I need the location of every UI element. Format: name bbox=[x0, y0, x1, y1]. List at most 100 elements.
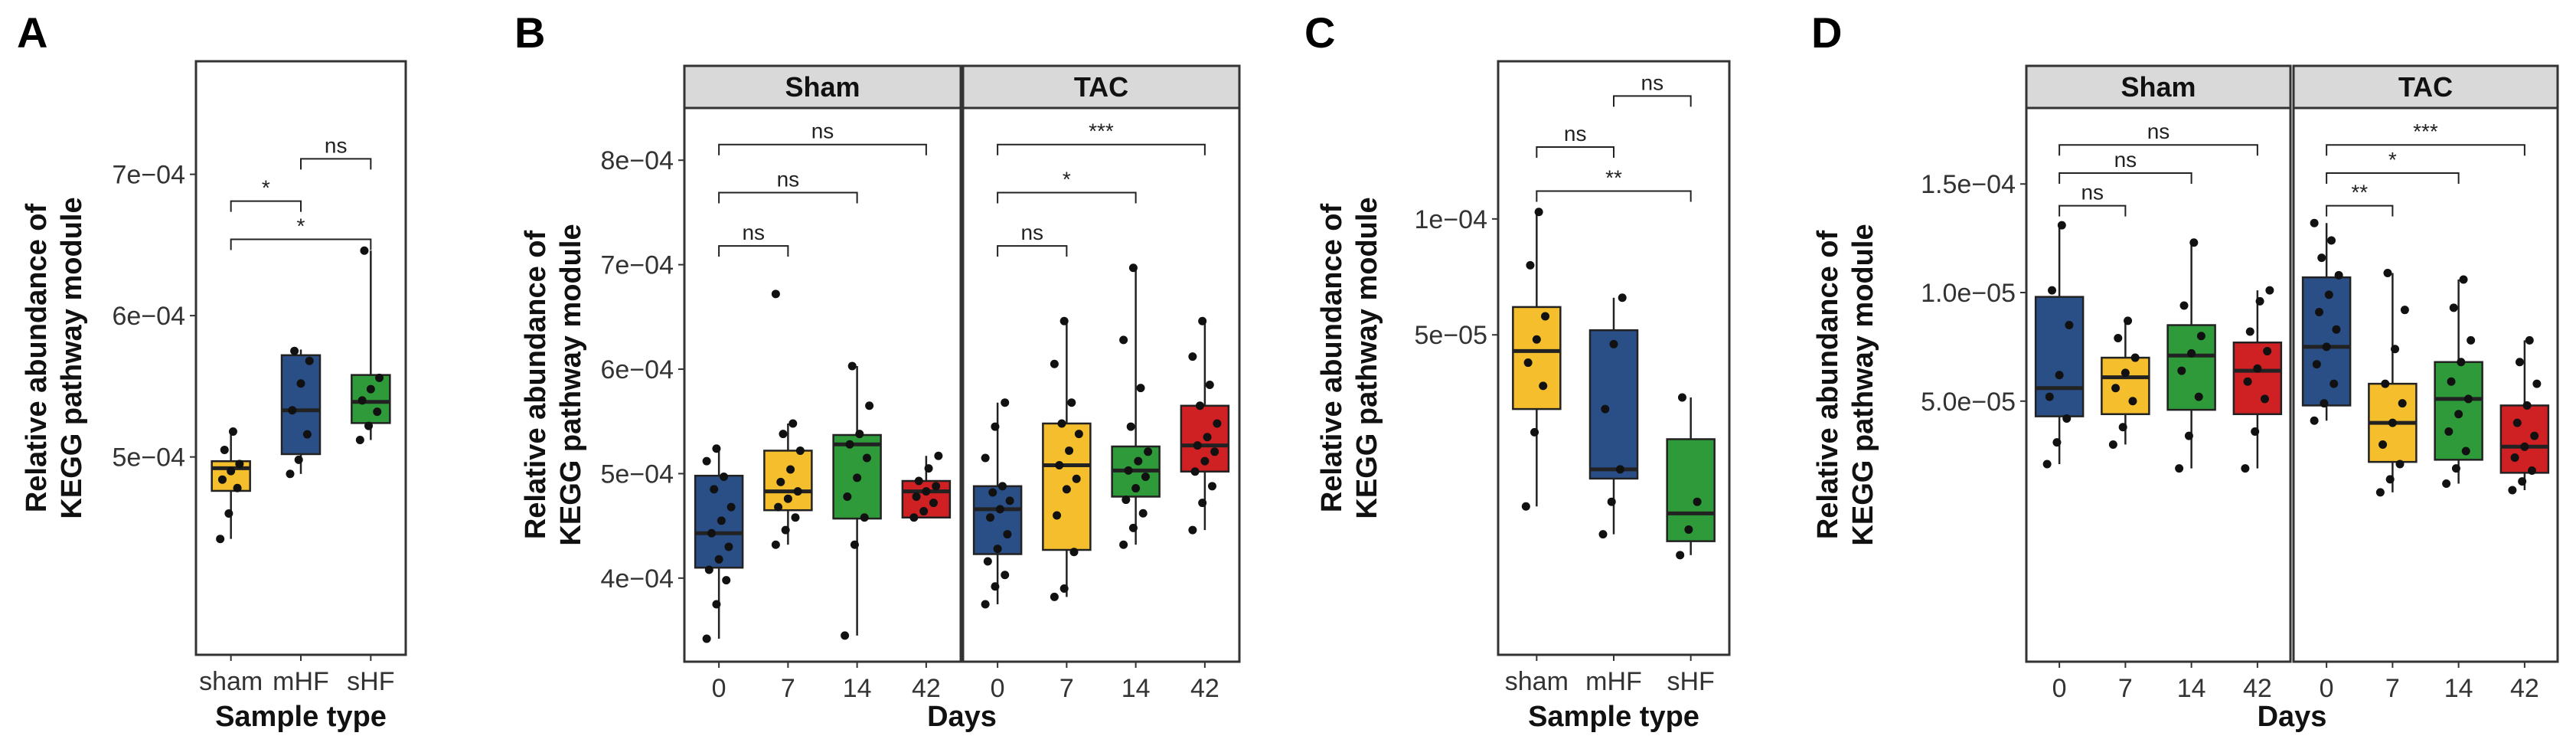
box-red bbox=[901, 451, 952, 522]
data-point bbox=[1539, 381, 1548, 391]
significance-label: ** bbox=[2351, 181, 2368, 204]
x-tick-label: 42 bbox=[1190, 674, 1219, 703]
data-point bbox=[2124, 316, 2133, 325]
x-tick-label: sham bbox=[199, 667, 263, 696]
data-point bbox=[286, 469, 295, 479]
box-iqr bbox=[280, 354, 322, 456]
data-point bbox=[2310, 218, 2319, 227]
box-yellow bbox=[2101, 316, 2150, 449]
data-point bbox=[2241, 464, 2250, 473]
data-point bbox=[2055, 371, 2064, 380]
plot-border bbox=[2025, 106, 2292, 663]
box-green bbox=[351, 246, 391, 445]
data-point bbox=[1207, 482, 1216, 491]
significance-bracket bbox=[718, 245, 789, 257]
panel-a: A Relative abundance of KEGG pathway modul… bbox=[17, 8, 407, 733]
data-point bbox=[2327, 236, 2336, 245]
x-tick-label: mHF bbox=[273, 667, 329, 696]
box-blue bbox=[972, 398, 1023, 609]
significance-bracket bbox=[1613, 95, 1692, 107]
box-green bbox=[1666, 393, 1716, 560]
box-iqr bbox=[972, 485, 1023, 555]
data-point bbox=[1055, 461, 1064, 470]
data-point bbox=[702, 634, 711, 643]
box-iqr bbox=[2301, 276, 2352, 407]
data-point bbox=[841, 631, 850, 640]
data-point bbox=[1188, 352, 1197, 361]
data-point bbox=[375, 373, 384, 382]
data-point bbox=[1136, 384, 1145, 393]
data-point bbox=[993, 545, 1002, 554]
data-point bbox=[2454, 410, 2463, 419]
data-point bbox=[2324, 290, 2333, 299]
data-point bbox=[1598, 530, 1608, 539]
x-tick-label: mHF bbox=[1585, 667, 1642, 696]
data-point bbox=[1534, 208, 1543, 217]
data-point bbox=[707, 528, 717, 538]
data-point bbox=[1193, 441, 1202, 450]
panel-d: D Relative abundance of KEGG pathway modul… bbox=[1811, 8, 2559, 733]
data-point bbox=[2375, 488, 2385, 497]
y-axis-title-line: KEGG pathway module bbox=[56, 197, 88, 518]
box-yellow bbox=[211, 427, 251, 544]
data-point bbox=[1609, 339, 1618, 348]
data-point bbox=[850, 540, 859, 549]
box-iqr bbox=[2499, 404, 2550, 474]
data-point bbox=[2130, 353, 2140, 362]
significance-bracket bbox=[1536, 190, 1692, 202]
plot-border bbox=[194, 60, 407, 656]
y-tick-label: 1e−04 bbox=[1415, 205, 1488, 234]
box-yellow bbox=[1512, 208, 1562, 511]
significance-bracket bbox=[1536, 146, 1614, 159]
significance-bracket bbox=[2059, 172, 2192, 185]
y-axis-title-line: KEGG pathway module bbox=[1847, 224, 1879, 545]
box-yellow bbox=[763, 289, 813, 549]
data-point bbox=[1119, 540, 1128, 549]
data-point bbox=[1126, 422, 1135, 431]
data-point bbox=[922, 487, 931, 496]
data-point bbox=[2383, 268, 2392, 277]
data-point bbox=[853, 473, 862, 482]
box-blue bbox=[1588, 293, 1639, 539]
data-point bbox=[793, 487, 802, 496]
box-blue bbox=[2034, 221, 2085, 469]
x-tick-label: sHF bbox=[347, 667, 394, 696]
box-green bbox=[2434, 275, 2483, 489]
facet-main: sham mHF sHF * ns * bbox=[194, 60, 407, 696]
data-point bbox=[1069, 548, 1079, 557]
data-point bbox=[224, 509, 233, 518]
significance-label: ns bbox=[811, 119, 834, 143]
significance-label: ns bbox=[742, 221, 765, 244]
data-point bbox=[1203, 433, 1212, 442]
significance-label: ns bbox=[1564, 122, 1587, 146]
data-point bbox=[2196, 332, 2205, 341]
data-point bbox=[2310, 416, 2319, 425]
significance-label: ns bbox=[2114, 148, 2137, 172]
y-tick-label: 1.5e−04 bbox=[1921, 170, 2016, 199]
data-point bbox=[1526, 260, 1535, 270]
box-yellow bbox=[1042, 316, 1092, 601]
significance-bracket bbox=[997, 191, 1137, 204]
x-tick-label: 14 bbox=[1121, 674, 1151, 703]
significance-bracket bbox=[2059, 144, 2258, 156]
data-point bbox=[290, 346, 299, 355]
data-point bbox=[1128, 523, 1138, 532]
data-point bbox=[779, 430, 788, 439]
data-point bbox=[1059, 316, 1069, 325]
data-point bbox=[1121, 496, 1131, 505]
data-point bbox=[726, 502, 736, 512]
data-point bbox=[2522, 401, 2532, 410]
significance-bracket bbox=[2326, 144, 2525, 156]
data-point bbox=[366, 384, 375, 394]
data-point bbox=[2187, 348, 2196, 358]
data-point bbox=[1131, 484, 1141, 493]
x-tick-label: 0 bbox=[991, 674, 1005, 703]
x-tick-label: 7 bbox=[781, 674, 795, 703]
data-point bbox=[865, 401, 874, 410]
facet-strip-label: Sham bbox=[2121, 71, 2196, 103]
data-point bbox=[2175, 464, 2184, 473]
data-point bbox=[2444, 427, 2454, 436]
panel-b: B Relative abundance of KEGG pathway modul… bbox=[514, 8, 1241, 733]
